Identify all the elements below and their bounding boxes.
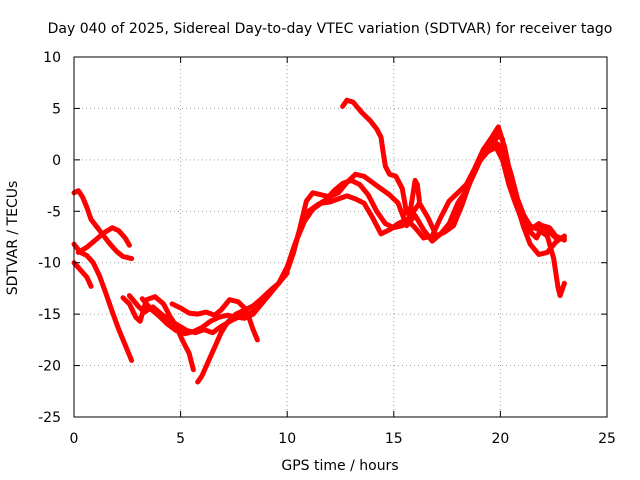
y-tick-label: -5 <box>47 204 61 220</box>
series-line-arc-11 <box>289 145 567 257</box>
x-tick-label: 10 <box>278 431 296 447</box>
series-line-arc-5 <box>120 294 196 373</box>
plot-frame <box>73 56 608 418</box>
y-tick-label: -25 <box>38 410 61 426</box>
y-tick-label: 0 <box>52 153 61 169</box>
series-line-arc-2 <box>71 241 135 363</box>
y-tick-label: -20 <box>38 359 61 375</box>
tick-layer: 0 5 10 15 20 25 -25 -20 -15 -10 -5 0 5 10 <box>38 50 616 447</box>
series-layer <box>71 97 567 385</box>
y-tick-label: -10 <box>38 256 61 272</box>
series-line-arc-4 <box>75 225 132 255</box>
series-line-arc-7 <box>139 270 290 337</box>
x-tick-label: 5 <box>176 431 185 447</box>
x-tick-label: 15 <box>385 431 403 447</box>
chart-title: Day 040 of 2025, Sidereal Day-to-day VTE… <box>48 21 613 37</box>
y-tick-label: -15 <box>38 307 61 323</box>
x-tick-label: 20 <box>491 431 509 447</box>
series-line-arc-8 <box>169 297 260 343</box>
x-tick-label: 0 <box>70 431 79 447</box>
x-axis-label: GPS time / hours <box>281 458 398 474</box>
y-axis-label: SDTVAR / TECUs <box>5 181 21 296</box>
y-tick-label: 5 <box>52 101 61 117</box>
series-line-arc-1 <box>71 188 135 262</box>
series-line-arc-12 <box>340 97 422 216</box>
y-tick-label: 10 <box>43 50 61 66</box>
series-line-arc-13 <box>489 132 567 299</box>
x-tick-label: 25 <box>598 431 616 447</box>
series-line-arc-3 <box>71 260 94 289</box>
